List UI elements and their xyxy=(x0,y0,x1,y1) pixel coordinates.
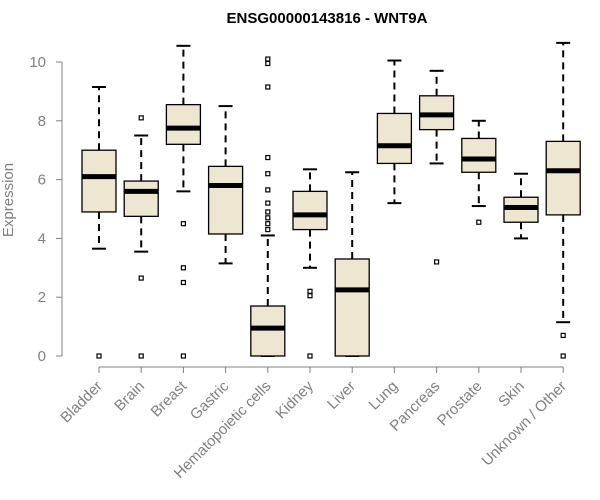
x-tick-label: Prostate xyxy=(434,378,486,430)
outlier-point xyxy=(265,84,271,90)
outlier-point xyxy=(307,293,313,299)
iqr-box xyxy=(123,180,159,218)
outlier-point xyxy=(265,221,271,227)
box-unknown-other xyxy=(545,41,581,359)
x-tick-label: Bladder xyxy=(57,378,106,427)
y-axis-label: Expression xyxy=(0,163,17,237)
iqr-box xyxy=(165,103,202,145)
box-prostate xyxy=(461,119,497,225)
outlier-point xyxy=(560,332,566,339)
outlier-point xyxy=(560,353,566,359)
outlier-point xyxy=(138,275,144,281)
outlier-point xyxy=(180,265,186,271)
outlier-point xyxy=(307,288,313,294)
y-tick-label: 10 xyxy=(29,54,46,71)
iqr-box xyxy=(292,190,328,231)
box-pancreas xyxy=(418,69,455,265)
outlier-point xyxy=(265,200,271,206)
chart-title: ENSG00000143816 - WNT9A xyxy=(227,10,428,27)
box-hematopoietic-cells xyxy=(250,56,286,357)
y-tick-label: 0 xyxy=(38,348,46,365)
outlier-point xyxy=(265,60,271,67)
y-tick-label: 4 xyxy=(38,230,46,247)
x-tick-label: Kidney xyxy=(272,377,317,422)
outlier-point xyxy=(138,115,144,121)
box-gastric xyxy=(207,105,244,265)
outlier-point xyxy=(476,219,482,225)
outlier-point xyxy=(180,221,186,227)
boxes-group xyxy=(81,41,581,359)
outlier-point xyxy=(180,353,186,359)
y-axis: 0 2 4 6 8 10 xyxy=(29,54,63,365)
iqr-box xyxy=(207,165,244,235)
box-breast xyxy=(165,44,202,359)
outlier-point xyxy=(265,171,271,177)
outlier-point xyxy=(138,353,144,359)
y-tick-label: 8 xyxy=(38,113,46,130)
outlier-point xyxy=(180,279,186,286)
iqr-box xyxy=(461,137,497,173)
box-lung xyxy=(376,59,413,205)
box-kidney xyxy=(292,168,328,359)
iqr-box xyxy=(545,140,581,216)
box-brain xyxy=(123,115,159,359)
iqr-box xyxy=(334,258,370,357)
box-liver xyxy=(334,171,370,357)
outlier-point xyxy=(96,353,102,359)
outlier-point xyxy=(265,187,271,193)
x-tick-label: Brain xyxy=(111,378,148,415)
outlier-point xyxy=(265,154,271,161)
outlier-point xyxy=(307,353,313,359)
y-tick-label: 6 xyxy=(38,172,46,189)
x-tick-label: Lung xyxy=(366,378,402,414)
y-tick-label: 2 xyxy=(38,289,46,306)
box-bladder xyxy=(81,85,117,359)
box-skin xyxy=(503,172,539,240)
outlier-point xyxy=(265,209,271,215)
x-tick-label: Breast xyxy=(148,377,191,420)
outlier-point xyxy=(265,56,271,62)
iqr-box xyxy=(376,112,413,165)
iqr-box xyxy=(250,305,286,357)
x-tick-label: Skin xyxy=(495,378,528,411)
x-tick-label: Liver xyxy=(324,378,359,413)
iqr-box xyxy=(81,149,117,213)
outlier-point xyxy=(265,226,271,233)
outlier-point xyxy=(434,259,440,265)
outlier-point xyxy=(265,215,271,221)
